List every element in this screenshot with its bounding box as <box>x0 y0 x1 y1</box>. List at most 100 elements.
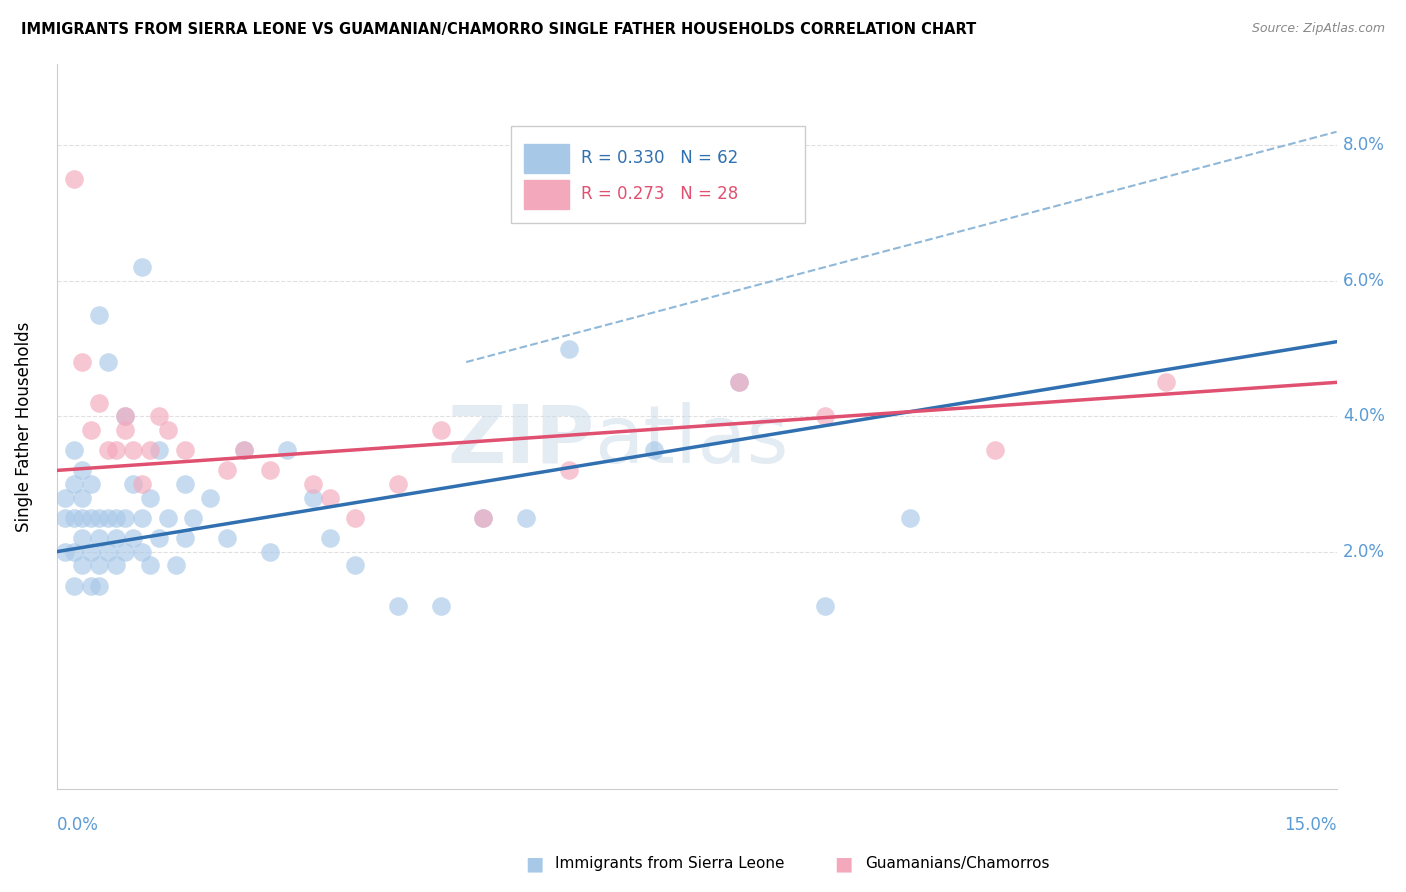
Point <box>131 511 153 525</box>
Y-axis label: Single Father Households: Single Father Households <box>15 321 32 532</box>
Point <box>131 544 153 558</box>
Point <box>62 578 84 592</box>
FancyBboxPatch shape <box>510 126 806 224</box>
Point <box>62 443 84 458</box>
Point <box>139 558 162 573</box>
Point <box>429 423 451 437</box>
Text: IMMIGRANTS FROM SIERRA LEONE VS GUAMANIAN/CHAMORRO SINGLE FATHER HOUSEHOLDS CORR: IMMIGRANTS FROM SIERRA LEONE VS GUAMANIA… <box>21 22 976 37</box>
Point <box>898 511 921 525</box>
Point <box>165 558 187 573</box>
Point <box>53 511 76 525</box>
Point <box>89 531 111 545</box>
Point <box>70 463 93 477</box>
Text: 2.0%: 2.0% <box>1343 542 1385 561</box>
Point <box>217 463 239 477</box>
Point <box>472 511 495 525</box>
Point <box>114 409 136 424</box>
Point <box>148 409 170 424</box>
Point <box>89 558 111 573</box>
Point <box>105 511 128 525</box>
Point <box>148 443 170 458</box>
Text: 4.0%: 4.0% <box>1343 408 1385 425</box>
Point <box>131 477 153 491</box>
Text: Guamanians/Chamorros: Guamanians/Chamorros <box>865 856 1049 871</box>
Point <box>114 409 136 424</box>
Point <box>984 443 1007 458</box>
Point <box>80 423 103 437</box>
Point <box>344 511 367 525</box>
Point <box>89 308 111 322</box>
Point <box>105 558 128 573</box>
Point <box>97 355 120 369</box>
Point <box>97 511 120 525</box>
Point <box>429 599 451 613</box>
Point <box>156 511 179 525</box>
Point <box>557 463 579 477</box>
Point <box>89 511 111 525</box>
Point <box>515 511 537 525</box>
Point <box>139 491 162 505</box>
Point <box>105 443 128 458</box>
Text: atlas: atlas <box>595 402 789 480</box>
Point <box>217 531 239 545</box>
Text: ■: ■ <box>834 854 853 873</box>
Point <box>139 443 162 458</box>
Text: 15.0%: 15.0% <box>1284 816 1337 834</box>
Point <box>233 443 256 458</box>
Point <box>97 443 120 458</box>
Point <box>70 531 93 545</box>
Point <box>80 477 103 491</box>
Point <box>173 443 195 458</box>
Point <box>70 491 93 505</box>
Point <box>318 491 340 505</box>
Point <box>122 531 145 545</box>
Point <box>344 558 367 573</box>
Point <box>156 423 179 437</box>
Point <box>131 260 153 275</box>
Point <box>173 531 195 545</box>
Text: 6.0%: 6.0% <box>1343 272 1385 290</box>
Text: Immigrants from Sierra Leone: Immigrants from Sierra Leone <box>555 856 785 871</box>
Point <box>301 477 323 491</box>
Point <box>62 511 84 525</box>
Point <box>114 544 136 558</box>
Point <box>80 578 103 592</box>
Text: R = 0.273   N = 28: R = 0.273 N = 28 <box>581 186 738 203</box>
Text: 0.0%: 0.0% <box>56 816 98 834</box>
Point <box>114 423 136 437</box>
Point <box>259 463 281 477</box>
Point <box>62 172 84 186</box>
Text: 8.0%: 8.0% <box>1343 136 1385 154</box>
Point <box>200 491 222 505</box>
Point <box>301 491 323 505</box>
Bar <box>524 144 568 173</box>
Point <box>387 477 409 491</box>
Point <box>70 511 93 525</box>
Point <box>813 409 835 424</box>
Point <box>318 531 340 545</box>
Point <box>728 376 751 390</box>
Point <box>80 544 103 558</box>
Point <box>1154 376 1177 390</box>
Point <box>97 544 120 558</box>
Point <box>105 531 128 545</box>
Point <box>89 395 111 409</box>
Text: ZIP: ZIP <box>447 402 595 480</box>
Point <box>80 511 103 525</box>
Point <box>53 491 76 505</box>
Point <box>53 544 76 558</box>
Bar <box>524 180 568 209</box>
Point <box>472 511 495 525</box>
Point <box>233 443 256 458</box>
Point <box>89 578 111 592</box>
Point <box>122 443 145 458</box>
Point <box>70 355 93 369</box>
Point <box>70 558 93 573</box>
Point <box>259 544 281 558</box>
Point <box>122 477 145 491</box>
Point <box>62 477 84 491</box>
Text: ■: ■ <box>524 854 544 873</box>
Point <box>813 599 835 613</box>
Text: R = 0.330   N = 62: R = 0.330 N = 62 <box>581 149 738 168</box>
Point <box>181 511 204 525</box>
